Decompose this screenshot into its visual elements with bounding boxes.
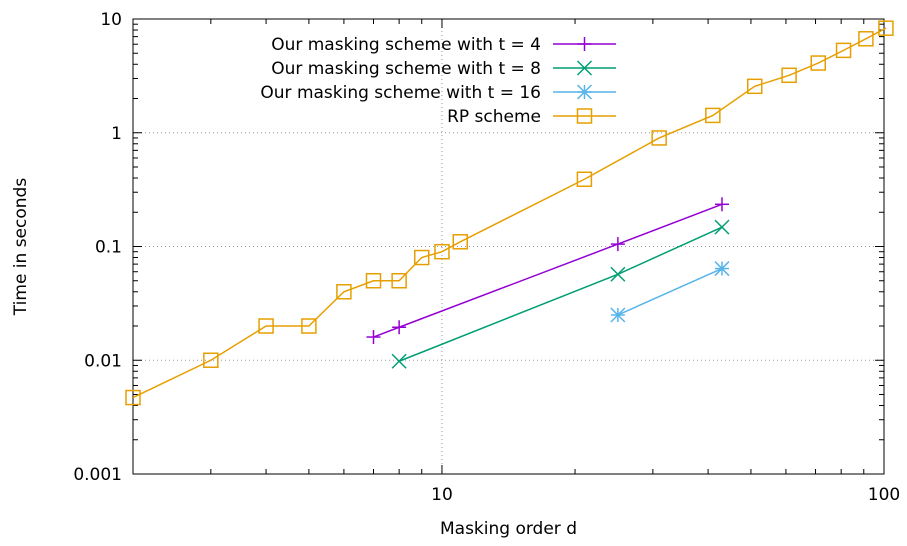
series-3-point xyxy=(878,20,894,36)
y-tick-label: 0.001 xyxy=(73,465,122,485)
series-1-point xyxy=(391,353,407,369)
series-3-point xyxy=(576,171,593,188)
legend-swatch-marker xyxy=(576,60,593,76)
series-1-line xyxy=(398,226,723,362)
series-3-point xyxy=(365,272,382,289)
x-tick-label: 10 xyxy=(431,485,453,505)
series-2-point xyxy=(714,261,730,277)
legend: Our masking scheme with t = 4 Our masking… xyxy=(260,35,616,127)
series-2-line xyxy=(617,267,723,316)
series-0-point xyxy=(714,197,729,212)
series-3-point xyxy=(746,78,763,95)
legend-swatch-marker xyxy=(577,37,592,51)
series-3-point xyxy=(203,352,219,368)
series-3-point xyxy=(413,249,430,266)
y-axis-title: Time in seconds xyxy=(11,178,31,317)
series-3-point xyxy=(452,234,469,250)
y-tick-label: 0.1 xyxy=(95,238,122,258)
series-2-point xyxy=(610,307,626,323)
series-0-point xyxy=(610,237,625,252)
series-3-point xyxy=(651,130,667,146)
series-3-point xyxy=(858,31,874,47)
series-3-point xyxy=(301,318,317,334)
legend-label: Our masking scheme with t = 16 xyxy=(260,83,541,103)
series-3-line xyxy=(132,27,887,399)
series-0-point xyxy=(366,330,381,345)
series-0-point xyxy=(392,320,407,335)
x-axis-title: Masking order d xyxy=(440,519,577,539)
series-3-point xyxy=(835,42,852,59)
x-tick-label: 100 xyxy=(868,485,900,505)
y-tick-label: 0.01 xyxy=(84,351,122,371)
legend-swatch-marker xyxy=(576,84,593,100)
series-1-point xyxy=(714,219,730,235)
legend-swatch-marker xyxy=(576,108,593,124)
legend-label: Our masking scheme with t = 8 xyxy=(271,59,541,79)
y-tick-label: 1 xyxy=(111,124,122,144)
y-tick-label: 10 xyxy=(100,10,122,30)
series xyxy=(125,20,894,406)
series-1-point xyxy=(610,266,626,282)
series-3-point xyxy=(258,318,274,334)
series-3-point xyxy=(781,67,797,84)
series-3-point xyxy=(336,284,352,300)
series-3-point xyxy=(810,55,827,71)
legend-label: RP scheme xyxy=(447,107,541,127)
series-3-point xyxy=(125,389,141,406)
series-3-point xyxy=(434,243,450,260)
series-0-line xyxy=(373,203,723,338)
series-3-point xyxy=(391,272,407,289)
legend-label: Our masking scheme with t = 4 xyxy=(271,35,541,55)
series-3-point xyxy=(705,107,721,124)
